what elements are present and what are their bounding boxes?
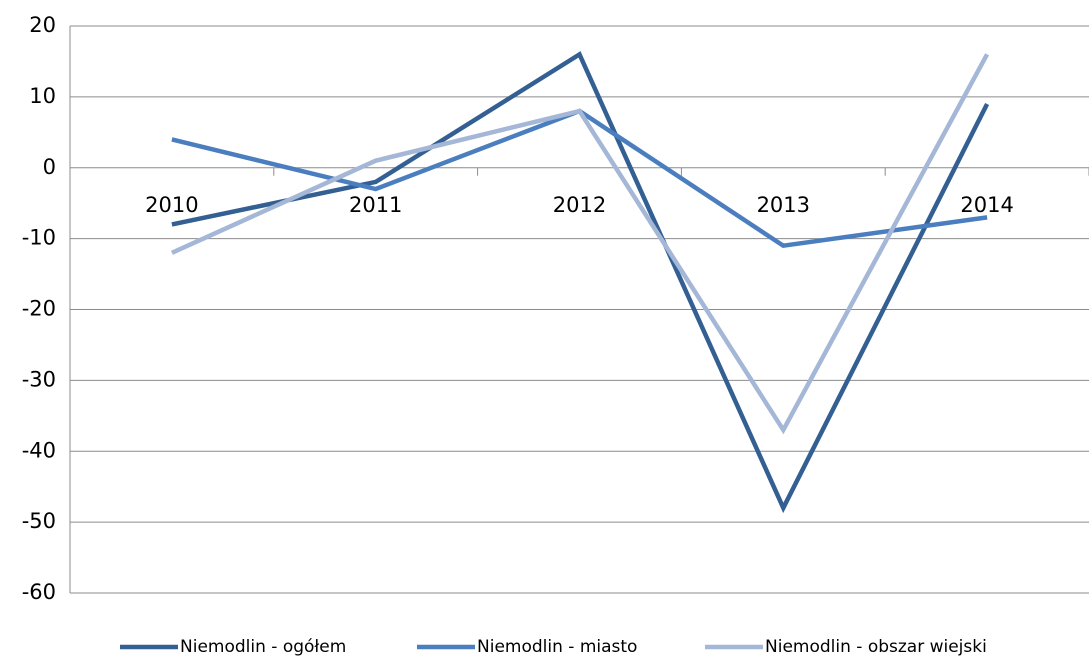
x-tick-label: 2011: [349, 193, 402, 217]
x-tick-label: 2014: [960, 193, 1013, 217]
y-tick-label: -60: [22, 580, 56, 604]
y-tick-label: -10: [22, 226, 56, 250]
y-tick-label: 20: [29, 13, 56, 37]
y-tick-label: -20: [22, 297, 56, 321]
legend-label: Niemodlin - miasto: [477, 637, 637, 657]
legend-label: Niemodlin - obszar wiejski: [765, 637, 987, 657]
x-tick-label: 2010: [145, 193, 198, 217]
x-tick-label: 2013: [757, 193, 810, 217]
legend-label: Niemodlin - ogółem: [180, 637, 346, 657]
series-line: [171, 108, 988, 249]
series-line: [170, 53, 990, 435]
y-tick-label: -40: [22, 438, 56, 462]
y-tick-label: -30: [22, 367, 56, 391]
y-tick-label: 0: [43, 155, 56, 179]
x-tick-label: 2012: [553, 193, 606, 217]
y-tick-label: -50: [22, 509, 56, 533]
series-line: [171, 51, 990, 514]
y-tick-label: 10: [29, 84, 56, 108]
